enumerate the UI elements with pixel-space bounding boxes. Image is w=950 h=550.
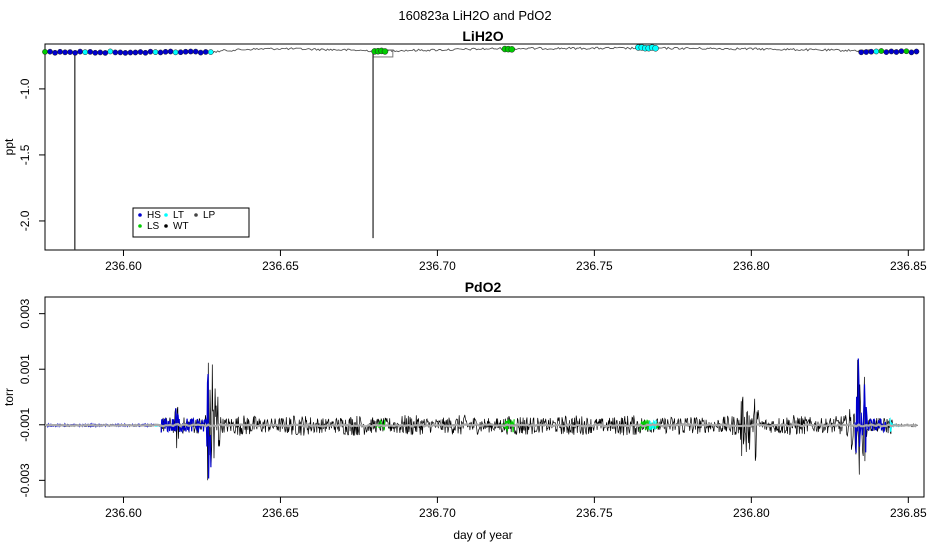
lih2o-x-tick-label: 236.65 — [262, 259, 299, 273]
figure-title: 160823a LiH2O and PdO2 — [398, 8, 551, 23]
axis-ticks-pdo2: 236.60 236.65 236.70 236.75 236.80 236.85 0.00… — [18, 298, 927, 520]
lih2o-flag-point — [207, 49, 214, 55]
lih2o-flag-point — [893, 49, 900, 55]
lih2o-flag-point — [202, 49, 209, 55]
lih2o-y-tick-label: -1.5 — [18, 144, 32, 165]
lih2o-flag-point — [82, 49, 89, 56]
panel-title-pdo2: PdO2 — [465, 279, 502, 295]
lih2o-flag-point — [903, 48, 910, 55]
pdo2-flag-segment-lt — [648, 419, 658, 431]
lih2o-flag-point — [192, 48, 199, 55]
x-axis-label: day of year — [453, 528, 512, 542]
plot-box-pdo2 — [44, 296, 925, 498]
lih2o-flag-point — [873, 48, 880, 55]
lih2o-flag-point — [112, 49, 119, 56]
lih2o-x-tick-label: 236.75 — [576, 259, 613, 273]
lih2o-flag-point — [172, 49, 179, 56]
lih2o-flag-point — [52, 49, 58, 56]
lih2o-flag-point — [122, 50, 129, 56]
lih2o-flag-point — [132, 49, 139, 56]
lih2o-flag-point — [137, 49, 144, 55]
lih2o-flag-point — [898, 48, 905, 55]
plot-box-lih2o — [44, 43, 925, 251]
y-axis-label-pdo2: torr — [2, 388, 16, 406]
lih2o-flag-point — [888, 48, 895, 55]
lih2o-flag-point — [72, 49, 78, 56]
lih2o-flag-point — [62, 49, 68, 56]
lih2o-flag-point — [107, 48, 114, 55]
pdo2-y-tick-label: 0.001 — [18, 354, 32, 384]
pdo2-x-tick-label: 236.80 — [733, 506, 770, 520]
lih2o-flag-point — [57, 48, 63, 55]
lih2o-flag-point — [863, 49, 870, 55]
lih2o-x-tick-label: 236.60 — [105, 259, 142, 273]
legend-label-ls: LS — [147, 221, 160, 232]
lih2o-flag-point — [77, 48, 84, 55]
pdo2-x-tick-label: 236.85 — [890, 506, 927, 520]
lih2o-flag-point — [652, 45, 659, 52]
lih2o-flag-point — [182, 48, 189, 55]
lih2o-flag-point — [908, 49, 915, 56]
legend-label-wt: WT — [173, 221, 189, 232]
lih2o-flag-point — [147, 48, 154, 55]
lih2o-flag-point — [381, 48, 389, 55]
lih2o-flag-point — [913, 48, 920, 55]
pdo2-y-tick-label: 0.003 — [18, 298, 32, 328]
lih2o-y-tick-label: -1.0 — [18, 78, 32, 99]
lih2o-flag-point — [42, 49, 48, 55]
panel-lih2o: LiH2O ppt 236.60 236.65 236.70 236.75 236.80… — [2, 28, 927, 273]
panel-pdo2: PdO2 torr 236.60 236.65 236.70 236.75 236.80… — [2, 279, 927, 520]
lih2o-flag-point — [868, 48, 875, 55]
lih2o-flag-point — [47, 48, 53, 55]
lih2o-flag-point — [197, 49, 204, 56]
y-axis-label-lih2o: ppt — [2, 138, 16, 155]
lih2o-flag-point — [97, 49, 104, 56]
legend-marker-hs — [138, 213, 142, 217]
series-lih2o — [42, 44, 920, 250]
lih2o-x-tick-label: 236.70 — [419, 259, 456, 273]
axis-ticks-lih2o: 236.60 236.65 236.70 236.75 236.80 236.85 -1.0… — [18, 78, 927, 273]
pdo2-flag-segment-hs — [854, 358, 887, 453]
pdo2-y-tick-label: -0.001 — [18, 407, 32, 441]
pdo2-x-tick-label: 236.60 — [105, 506, 142, 520]
legend-marker-lt — [164, 213, 168, 217]
series-pdo2 — [44, 358, 918, 481]
lih2o-flag-point — [508, 46, 516, 53]
lih2o-flag-point — [127, 49, 134, 56]
legend-box — [132, 207, 250, 238]
lih2o-flag-point — [92, 49, 99, 56]
lih2o-flag-point — [102, 50, 109, 56]
lih2o-flag-point — [117, 49, 124, 56]
lih2o-flag-point — [177, 49, 184, 56]
lih2o-x-tick-label: 236.80 — [733, 259, 770, 273]
lih2o-flag-point — [883, 49, 890, 55]
lih2o-flag-point — [87, 49, 94, 55]
lih2o-flag-point — [878, 48, 885, 54]
legend-label-hs: HS — [147, 210, 161, 221]
legend-label-lt: LT — [173, 210, 184, 221]
lih2o-flag-point — [157, 49, 164, 56]
legend-marker-ls — [138, 224, 142, 228]
pdo2-x-tick-label: 236.75 — [576, 506, 613, 520]
pdo2-mean-line — [44, 422, 917, 428]
legend-marker-lp — [194, 213, 198, 217]
lih2o-flag-point — [187, 48, 194, 55]
legend-marker-wt — [164, 224, 168, 228]
lih2o-y-tick-label: -2.0 — [18, 210, 32, 231]
lih2o-x-tick-label: 236.85 — [890, 259, 927, 273]
panel-title-lih2o: LiH2O — [462, 28, 503, 44]
lih2o-flag-point — [152, 49, 159, 55]
pdo2-y-tick-label: -0.003 — [18, 463, 32, 497]
lih2o-flag-point — [142, 49, 149, 56]
lih2o-flag-point — [162, 48, 169, 55]
lih2o-flag-point — [67, 49, 73, 55]
legend-label-lp: LP — [203, 210, 216, 221]
pdo2-x-tick-label: 236.65 — [262, 506, 299, 520]
lih2o-flag-point — [167, 48, 174, 55]
lih2o-flag-point — [858, 49, 865, 56]
pdo2-x-tick-label: 236.70 — [419, 506, 456, 520]
